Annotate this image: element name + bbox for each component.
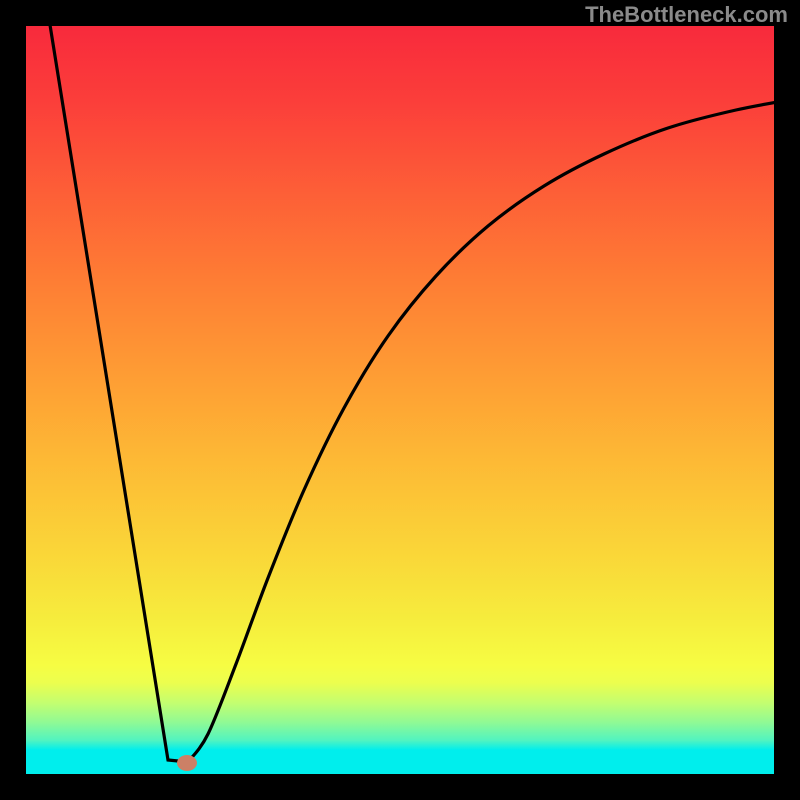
watermark-text: TheBottleneck.com bbox=[585, 2, 788, 28]
chart-container: TheBottleneck.com bbox=[0, 0, 800, 800]
gradient-background bbox=[26, 26, 774, 774]
minimum-marker bbox=[177, 755, 197, 771]
bottleneck-chart bbox=[0, 0, 800, 800]
